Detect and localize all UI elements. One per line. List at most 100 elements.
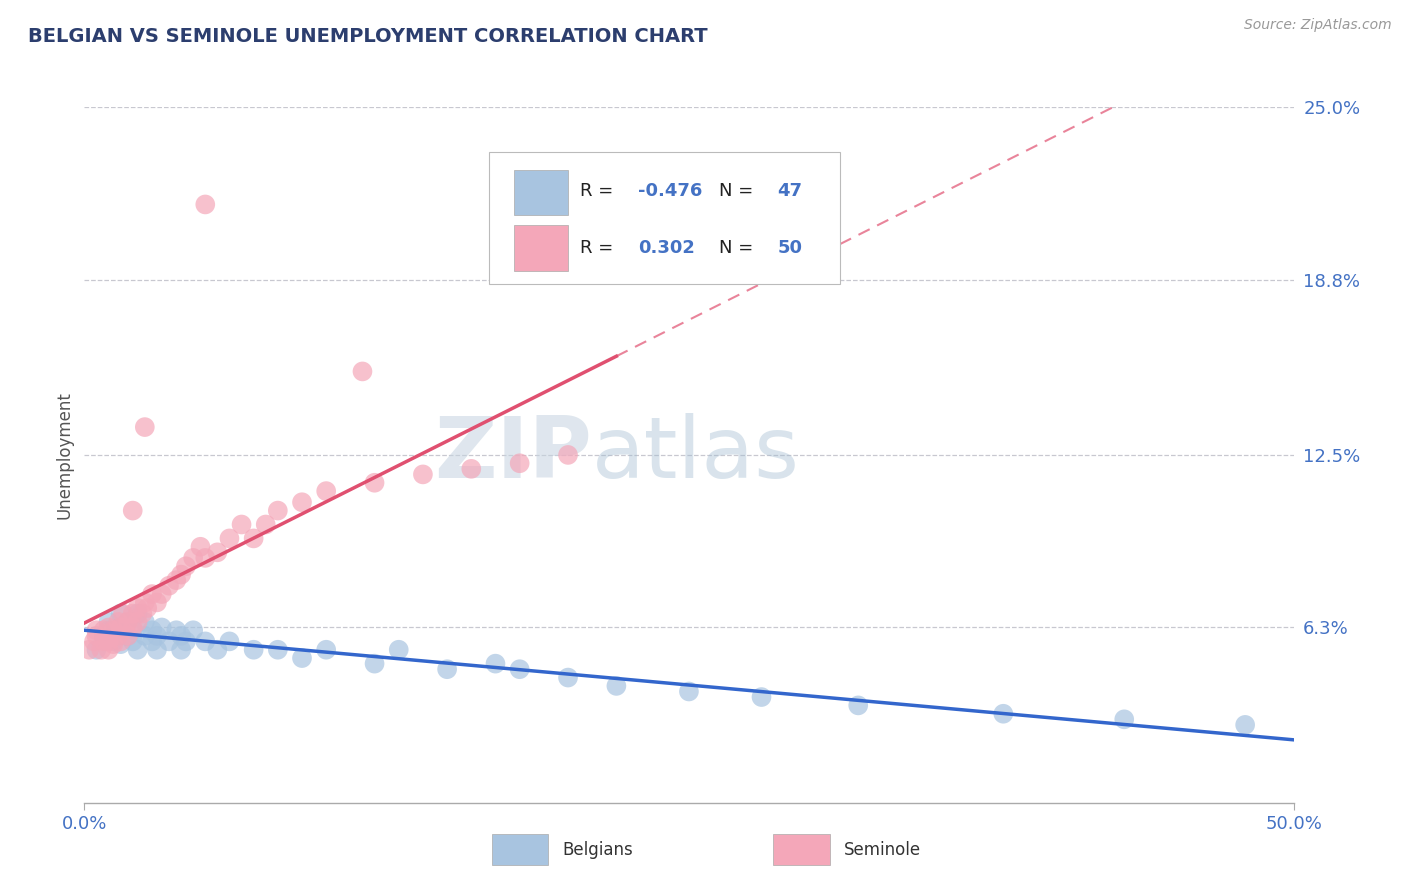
- Point: [107, 629, 129, 643]
- Point: [315, 484, 337, 499]
- Point: [460, 462, 482, 476]
- Point: [110, 607, 132, 621]
- Text: 0.302: 0.302: [638, 238, 695, 257]
- Text: Source: ZipAtlas.com: Source: ZipAtlas.com: [1244, 18, 1392, 32]
- Point: [93, 634, 115, 648]
- Text: N =: N =: [720, 182, 759, 200]
- Point: [194, 634, 217, 648]
- Point: [170, 629, 193, 643]
- Point: [846, 698, 869, 713]
- Point: [134, 629, 156, 643]
- Point: [110, 620, 132, 634]
- Point: [207, 642, 229, 657]
- Point: [291, 651, 314, 665]
- Point: [363, 475, 385, 490]
- Point: [157, 634, 180, 648]
- Point: [207, 545, 229, 559]
- Point: [267, 642, 290, 657]
- Point: [127, 607, 149, 621]
- Point: [557, 448, 579, 462]
- Point: [93, 629, 115, 643]
- Point: [1114, 712, 1136, 726]
- Point: [141, 624, 163, 638]
- Point: [267, 503, 290, 517]
- Point: [363, 657, 385, 671]
- Point: [110, 620, 132, 634]
- Point: [218, 634, 240, 648]
- Point: [134, 420, 156, 434]
- Text: R =: R =: [581, 238, 624, 257]
- Point: [146, 595, 169, 609]
- Point: [678, 684, 700, 698]
- Point: [86, 624, 108, 638]
- Point: [165, 573, 187, 587]
- Point: [117, 629, 139, 643]
- Point: [97, 634, 120, 648]
- Point: [131, 607, 153, 621]
- Point: [181, 624, 204, 638]
- Point: [181, 550, 204, 565]
- Point: [141, 587, 163, 601]
- Point: [993, 706, 1015, 721]
- Point: [121, 624, 143, 638]
- Text: R =: R =: [581, 182, 619, 200]
- FancyBboxPatch shape: [513, 169, 568, 215]
- Point: [97, 615, 120, 629]
- Point: [110, 637, 132, 651]
- Point: [107, 615, 129, 629]
- Point: [121, 620, 143, 634]
- Point: [90, 642, 112, 657]
- Point: [127, 642, 149, 657]
- Point: [146, 629, 169, 643]
- Point: [150, 587, 173, 601]
- Point: [254, 517, 277, 532]
- Text: Belgians: Belgians: [562, 841, 633, 859]
- Point: [242, 642, 264, 657]
- Text: 47: 47: [778, 182, 803, 200]
- Point: [194, 197, 217, 211]
- Point: [231, 517, 253, 532]
- Point: [117, 615, 139, 629]
- FancyBboxPatch shape: [489, 153, 841, 285]
- Point: [509, 456, 531, 470]
- FancyBboxPatch shape: [513, 226, 568, 270]
- Y-axis label: Unemployment: Unemployment: [55, 391, 73, 519]
- Point: [103, 634, 125, 648]
- Point: [117, 629, 139, 643]
- Point: [174, 634, 197, 648]
- Point: [291, 495, 314, 509]
- Point: [165, 624, 187, 638]
- Point: [86, 629, 108, 643]
- Point: [484, 657, 506, 671]
- Point: [83, 634, 105, 648]
- Point: [751, 690, 773, 704]
- Point: [242, 532, 264, 546]
- Point: [557, 671, 579, 685]
- Point: [605, 679, 627, 693]
- Text: atlas: atlas: [592, 413, 800, 497]
- Point: [134, 595, 156, 609]
- Point: [97, 620, 120, 634]
- Point: [218, 532, 240, 546]
- Point: [127, 615, 149, 629]
- Point: [77, 642, 100, 657]
- Point: [103, 624, 125, 638]
- Point: [194, 550, 217, 565]
- Point: [134, 615, 156, 629]
- Point: [436, 662, 458, 676]
- Point: [174, 559, 197, 574]
- Text: BELGIAN VS SEMINOLE UNEMPLOYMENT CORRELATION CHART: BELGIAN VS SEMINOLE UNEMPLOYMENT CORRELA…: [28, 27, 707, 45]
- Point: [127, 601, 149, 615]
- Point: [121, 607, 143, 621]
- Point: [150, 620, 173, 634]
- Text: ZIP: ZIP: [434, 413, 592, 497]
- Text: 50: 50: [778, 238, 803, 257]
- Point: [412, 467, 434, 482]
- Point: [509, 662, 531, 676]
- Point: [1234, 718, 1257, 732]
- Point: [103, 637, 125, 651]
- Text: Seminole: Seminole: [844, 841, 921, 859]
- Point: [117, 615, 139, 629]
- Point: [388, 642, 411, 657]
- Point: [157, 579, 180, 593]
